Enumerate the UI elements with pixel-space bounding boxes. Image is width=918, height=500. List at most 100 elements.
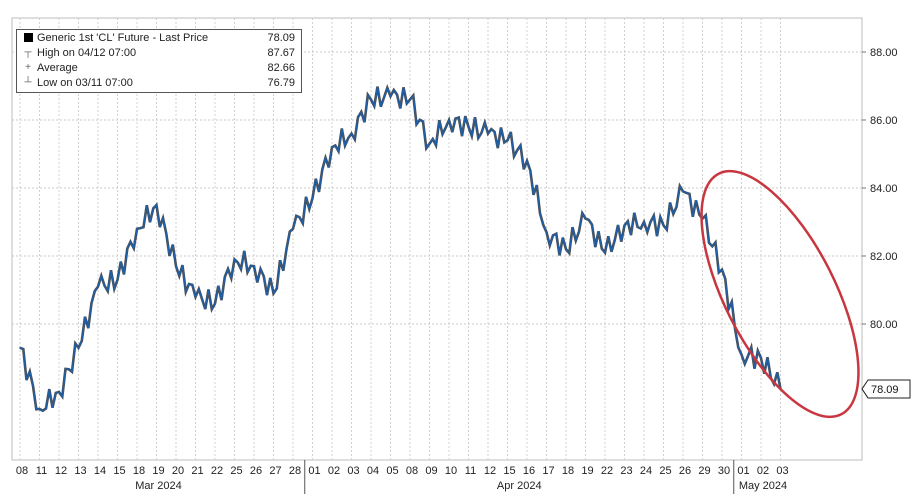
legend: Generic 1st 'CL' Future - Last Price 78.… bbox=[16, 29, 302, 93]
price-point bbox=[565, 248, 567, 250]
x-tick-label: 22 bbox=[211, 465, 223, 477]
y-tick-label: 88.00 bbox=[870, 47, 898, 59]
x-tick-label: 25 bbox=[230, 465, 242, 477]
price-point bbox=[19, 347, 21, 349]
legend-label-low: Low on 03/11 07:00 bbox=[37, 77, 133, 89]
x-tick-label: 21 bbox=[191, 465, 203, 477]
price-point bbox=[428, 143, 431, 145]
x-tick-label: 22 bbox=[601, 465, 613, 477]
price-point bbox=[194, 296, 197, 298]
price-point bbox=[643, 221, 645, 223]
price-point bbox=[331, 146, 333, 148]
legend-label-last-price: Generic 1st 'CL' Future - Last Price bbox=[37, 32, 209, 44]
legend-value-high: 87.67 bbox=[267, 47, 295, 59]
price-point bbox=[136, 228, 138, 230]
legend-value-last-price: 78.09 bbox=[267, 32, 295, 44]
price-point bbox=[584, 217, 587, 220]
x-tick-label: 26 bbox=[250, 465, 262, 477]
x-tick-label: 18 bbox=[133, 465, 145, 477]
x-tick-label: 10 bbox=[445, 465, 457, 477]
y-tick-label: 84.00 bbox=[870, 183, 898, 195]
low-marker-icon: ┴ bbox=[24, 77, 32, 88]
price-point bbox=[389, 95, 392, 97]
price-point bbox=[253, 265, 255, 268]
x-tick-label: 11 bbox=[465, 465, 476, 477]
x-tick-label: 24 bbox=[640, 465, 652, 477]
price-point bbox=[77, 347, 80, 349]
price-point bbox=[623, 224, 626, 227]
x-tick-label: 15 bbox=[503, 465, 515, 477]
x-tick-label: 18 bbox=[562, 465, 574, 477]
plot-border bbox=[11, 17, 863, 461]
y-tick-label: 80.00 bbox=[870, 319, 898, 331]
x-tick-label: 14 bbox=[94, 465, 106, 477]
y-tick-label: 86.00 bbox=[870, 115, 898, 127]
x-tick-label: 28 bbox=[289, 465, 301, 477]
price-point bbox=[506, 139, 509, 142]
price-point bbox=[370, 98, 372, 101]
x-tick-label: 08 bbox=[406, 465, 418, 477]
price-point bbox=[662, 224, 665, 227]
x-tick-label: 11 bbox=[36, 465, 47, 477]
price-point bbox=[311, 197, 314, 199]
price-point bbox=[526, 160, 528, 162]
price-point bbox=[58, 391, 60, 393]
x-tick-label: 03 bbox=[347, 465, 359, 477]
annotation-ellipse bbox=[700, 169, 860, 419]
price-line bbox=[19, 85, 782, 412]
x-tick-label: 04 bbox=[367, 465, 379, 477]
last-price-tag bbox=[861, 379, 911, 399]
price-point bbox=[38, 408, 41, 410]
legend-label-average: Average bbox=[37, 62, 78, 74]
x-tick-label: 01 bbox=[308, 465, 320, 477]
x-tick-label: 23 bbox=[620, 465, 632, 477]
month-label: May 2024 bbox=[739, 480, 787, 492]
price-point bbox=[448, 119, 450, 121]
x-tick-label: 19 bbox=[152, 465, 164, 477]
x-tick-label: 12 bbox=[55, 465, 67, 477]
x-tick-label: 02 bbox=[328, 465, 340, 477]
x-tick-label: 12 bbox=[484, 465, 496, 477]
price-point bbox=[409, 98, 411, 101]
price-point bbox=[682, 190, 684, 193]
x-tick-label: 27 bbox=[269, 465, 281, 477]
price-point bbox=[740, 353, 743, 356]
black-square-icon bbox=[21, 31, 35, 45]
last-price-tag-label: 78.09 bbox=[871, 384, 899, 396]
legend-row-last-price: Generic 1st 'CL' Future - Last Price 78.… bbox=[21, 31, 297, 45]
x-tick-label: 15 bbox=[113, 465, 125, 477]
price-point bbox=[233, 258, 236, 261]
legend-row-low: ┴ Low on 03/11 07:00 76.79 bbox=[21, 76, 297, 90]
legend-row-high: ┬ High on 04/12 07:00 87.67 bbox=[21, 46, 297, 60]
price-point bbox=[760, 357, 762, 359]
x-tick-label: 30 bbox=[718, 465, 730, 477]
x-tick-label: 17 bbox=[542, 465, 554, 477]
x-tick-label: 19 bbox=[581, 465, 593, 477]
x-tick-label: 01 bbox=[737, 465, 749, 477]
price-point bbox=[487, 132, 489, 135]
price-point bbox=[97, 285, 99, 288]
x-tick-label: 13 bbox=[74, 465, 86, 477]
x-tick-label: 26 bbox=[679, 465, 691, 477]
price-point bbox=[604, 251, 606, 254]
price-point bbox=[175, 265, 177, 268]
price-point bbox=[350, 132, 353, 135]
x-tick-label: 29 bbox=[698, 465, 710, 477]
legend-value-low: 76.79 bbox=[267, 77, 295, 89]
price-point bbox=[155, 204, 158, 206]
price-point bbox=[545, 231, 548, 233]
price-point bbox=[721, 268, 723, 271]
x-tick-label: 05 bbox=[386, 465, 398, 477]
x-tick-label: 02 bbox=[757, 465, 769, 477]
x-tick-label: 25 bbox=[659, 465, 671, 477]
high-marker-icon: ┬ bbox=[24, 47, 32, 58]
x-tick-label: 20 bbox=[172, 465, 184, 477]
month-label: Mar 2024 bbox=[135, 480, 181, 492]
price-point bbox=[214, 302, 216, 305]
price-point bbox=[467, 126, 470, 128]
legend-row-average: + Average 82.66 bbox=[21, 61, 297, 75]
y-tick-label: 82.00 bbox=[870, 251, 898, 263]
month-label: Apr 2024 bbox=[497, 480, 542, 492]
legend-value-average: 82.66 bbox=[267, 62, 295, 74]
